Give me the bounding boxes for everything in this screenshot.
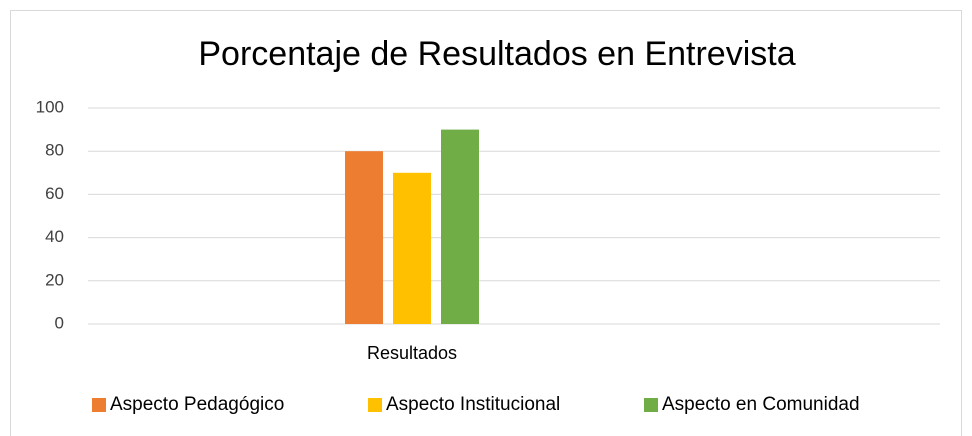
y-tick-label: 0 <box>55 313 64 332</box>
bar <box>393 172 431 324</box>
legend-swatch <box>368 398 382 412</box>
legend-label: Aspecto Pedagógico <box>110 394 284 415</box>
legend-label: Aspecto en Comunidad <box>662 394 860 415</box>
legend-label: Aspecto Institucional <box>386 394 560 415</box>
bar <box>345 151 383 324</box>
y-tick-label: 100 <box>36 97 64 116</box>
y-tick-label: 40 <box>45 227 64 246</box>
y-tick-label: 60 <box>45 184 64 203</box>
legend-swatch <box>644 398 658 412</box>
x-tick-label: Resultados <box>367 343 457 363</box>
bar <box>441 129 479 324</box>
chart-border <box>10 10 962 436</box>
legend-swatch <box>92 398 106 412</box>
y-tick-label: 20 <box>45 270 64 289</box>
chart-title: Porcentaje de Resultados en Entrevista <box>198 35 795 73</box>
y-tick-label: 80 <box>45 141 64 160</box>
